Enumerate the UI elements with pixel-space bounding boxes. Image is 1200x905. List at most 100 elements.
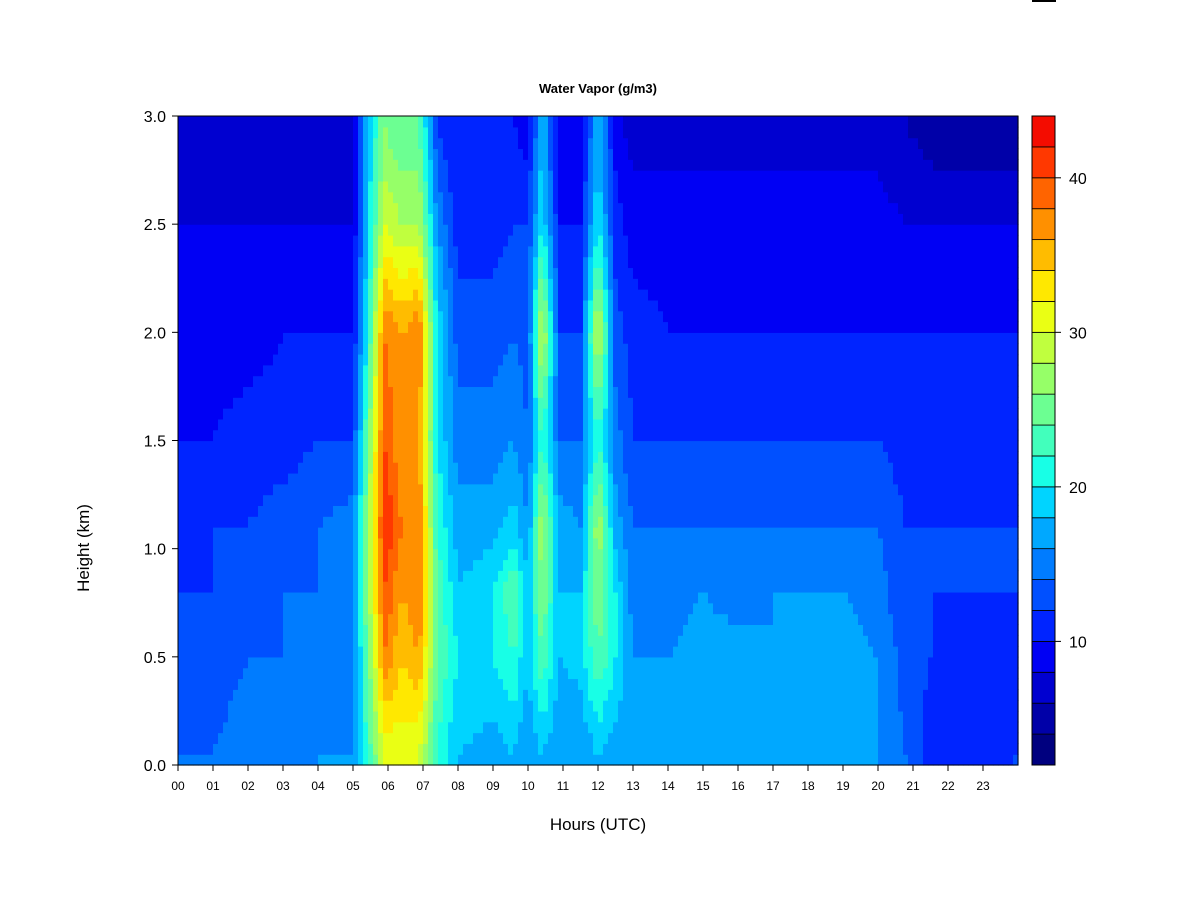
heatmap-cell bbox=[278, 332, 284, 344]
heatmap-cell bbox=[523, 126, 529, 139]
heatmap-cell bbox=[528, 191, 534, 204]
heatmap-cell bbox=[538, 234, 544, 247]
heatmap-cell bbox=[563, 256, 569, 269]
heatmap-cell bbox=[288, 451, 294, 463]
heatmap-cell bbox=[253, 397, 259, 409]
heatmap-cell bbox=[283, 278, 289, 290]
heatmap-cell bbox=[228, 570, 234, 582]
heatmap-cell bbox=[408, 494, 414, 506]
heatmap-cell bbox=[183, 159, 189, 171]
heatmap-cell bbox=[323, 635, 329, 647]
heatmap-cell bbox=[328, 170, 334, 182]
heatmap-cell bbox=[478, 397, 484, 409]
heatmap-cell bbox=[443, 516, 449, 528]
heatmap-cell bbox=[318, 635, 324, 647]
heatmap-cell bbox=[403, 581, 409, 593]
heatmap-cell bbox=[223, 234, 229, 247]
heatmap-cell bbox=[358, 191, 364, 204]
heatmap-cell bbox=[368, 721, 374, 734]
heatmap-cell bbox=[278, 213, 284, 225]
heatmap-cell bbox=[293, 116, 299, 128]
heatmap-cell bbox=[588, 364, 594, 377]
heatmap-cell bbox=[588, 234, 594, 247]
heatmap-cell bbox=[548, 462, 554, 474]
heatmap-cell bbox=[573, 440, 579, 452]
heatmap-cell bbox=[458, 472, 464, 485]
heatmap-cell bbox=[288, 483, 294, 496]
heatmap-cell bbox=[238, 613, 244, 625]
heatmap-cell bbox=[543, 527, 549, 539]
heatmap-cell bbox=[568, 310, 574, 323]
heatmap-cell bbox=[458, 678, 464, 690]
heatmap-cell bbox=[468, 202, 474, 214]
heatmap-cell bbox=[563, 754, 569, 766]
heatmap-cell bbox=[368, 548, 374, 561]
heatmap-cell bbox=[283, 624, 289, 636]
heatmap-cell bbox=[488, 170, 494, 182]
heatmap-cell bbox=[303, 754, 309, 766]
heatmap-cell bbox=[228, 624, 234, 636]
heatmap-cell bbox=[213, 234, 219, 247]
heatmap-cell bbox=[328, 375, 334, 388]
heatmap-cell bbox=[378, 646, 384, 658]
heatmap-cell bbox=[548, 137, 554, 150]
heatmap-cell bbox=[458, 537, 464, 550]
heatmap-cell bbox=[483, 170, 489, 182]
heatmap-cell bbox=[453, 289, 459, 301]
heatmap-cell bbox=[218, 537, 224, 550]
heatmap-cell bbox=[583, 602, 589, 615]
heatmap-cell bbox=[408, 137, 414, 150]
heatmap-cell bbox=[533, 462, 539, 474]
heatmap-cell bbox=[318, 353, 324, 366]
heatmap-cell bbox=[233, 667, 239, 680]
heatmap-cell bbox=[438, 537, 444, 550]
heatmap-cell bbox=[388, 559, 394, 571]
heatmap-cell bbox=[413, 494, 419, 506]
heatmap-cell bbox=[548, 635, 554, 647]
heatmap-cell bbox=[583, 159, 589, 171]
heatmap-cell bbox=[308, 505, 314, 517]
heatmap-cell bbox=[193, 170, 199, 182]
heatmap-cell bbox=[358, 689, 364, 701]
heatmap-cell bbox=[428, 397, 434, 409]
heatmap-cell bbox=[583, 321, 589, 333]
heatmap-cell bbox=[388, 310, 394, 323]
heatmap-cell bbox=[463, 602, 469, 615]
heatmap-cell bbox=[333, 440, 339, 452]
heatmap-cell bbox=[238, 483, 244, 496]
heatmap-cell bbox=[358, 180, 364, 193]
heatmap-cell bbox=[468, 148, 474, 160]
heatmap-cell bbox=[563, 126, 569, 139]
heatmap-cell bbox=[358, 202, 364, 214]
heatmap-cell bbox=[508, 191, 514, 204]
heatmap-cell bbox=[468, 581, 474, 593]
heatmap-cell bbox=[268, 516, 274, 528]
heatmap-cell bbox=[348, 321, 354, 333]
heatmap-cell bbox=[298, 613, 304, 625]
heatmap-cell bbox=[208, 245, 214, 258]
heatmap-cell bbox=[543, 516, 549, 528]
heatmap-cell bbox=[378, 321, 384, 333]
heatmap-cell bbox=[198, 451, 204, 463]
heatmap-cell bbox=[313, 700, 319, 712]
heatmap-cell bbox=[178, 364, 184, 377]
heatmap-cell bbox=[243, 310, 249, 323]
heatmap-cell bbox=[378, 245, 384, 258]
heatmap-cell bbox=[313, 137, 319, 150]
heatmap-cell bbox=[253, 321, 259, 333]
heatmap-cell bbox=[513, 386, 519, 398]
heatmap-cell bbox=[198, 375, 204, 388]
heatmap-cell bbox=[523, 678, 529, 690]
heatmap-cell bbox=[403, 667, 409, 680]
heatmap-cell bbox=[403, 700, 409, 712]
heatmap-cell bbox=[583, 754, 589, 766]
heatmap-cell bbox=[393, 202, 399, 214]
heatmap-cell bbox=[453, 397, 459, 409]
heatmap-cell bbox=[343, 245, 349, 258]
heatmap-cell bbox=[588, 743, 594, 755]
heatmap-cell bbox=[358, 213, 364, 225]
heatmap-cell bbox=[288, 472, 294, 485]
heatmap-cell bbox=[303, 516, 309, 528]
heatmap-cell bbox=[208, 429, 214, 442]
heatmap-cell bbox=[353, 548, 359, 561]
